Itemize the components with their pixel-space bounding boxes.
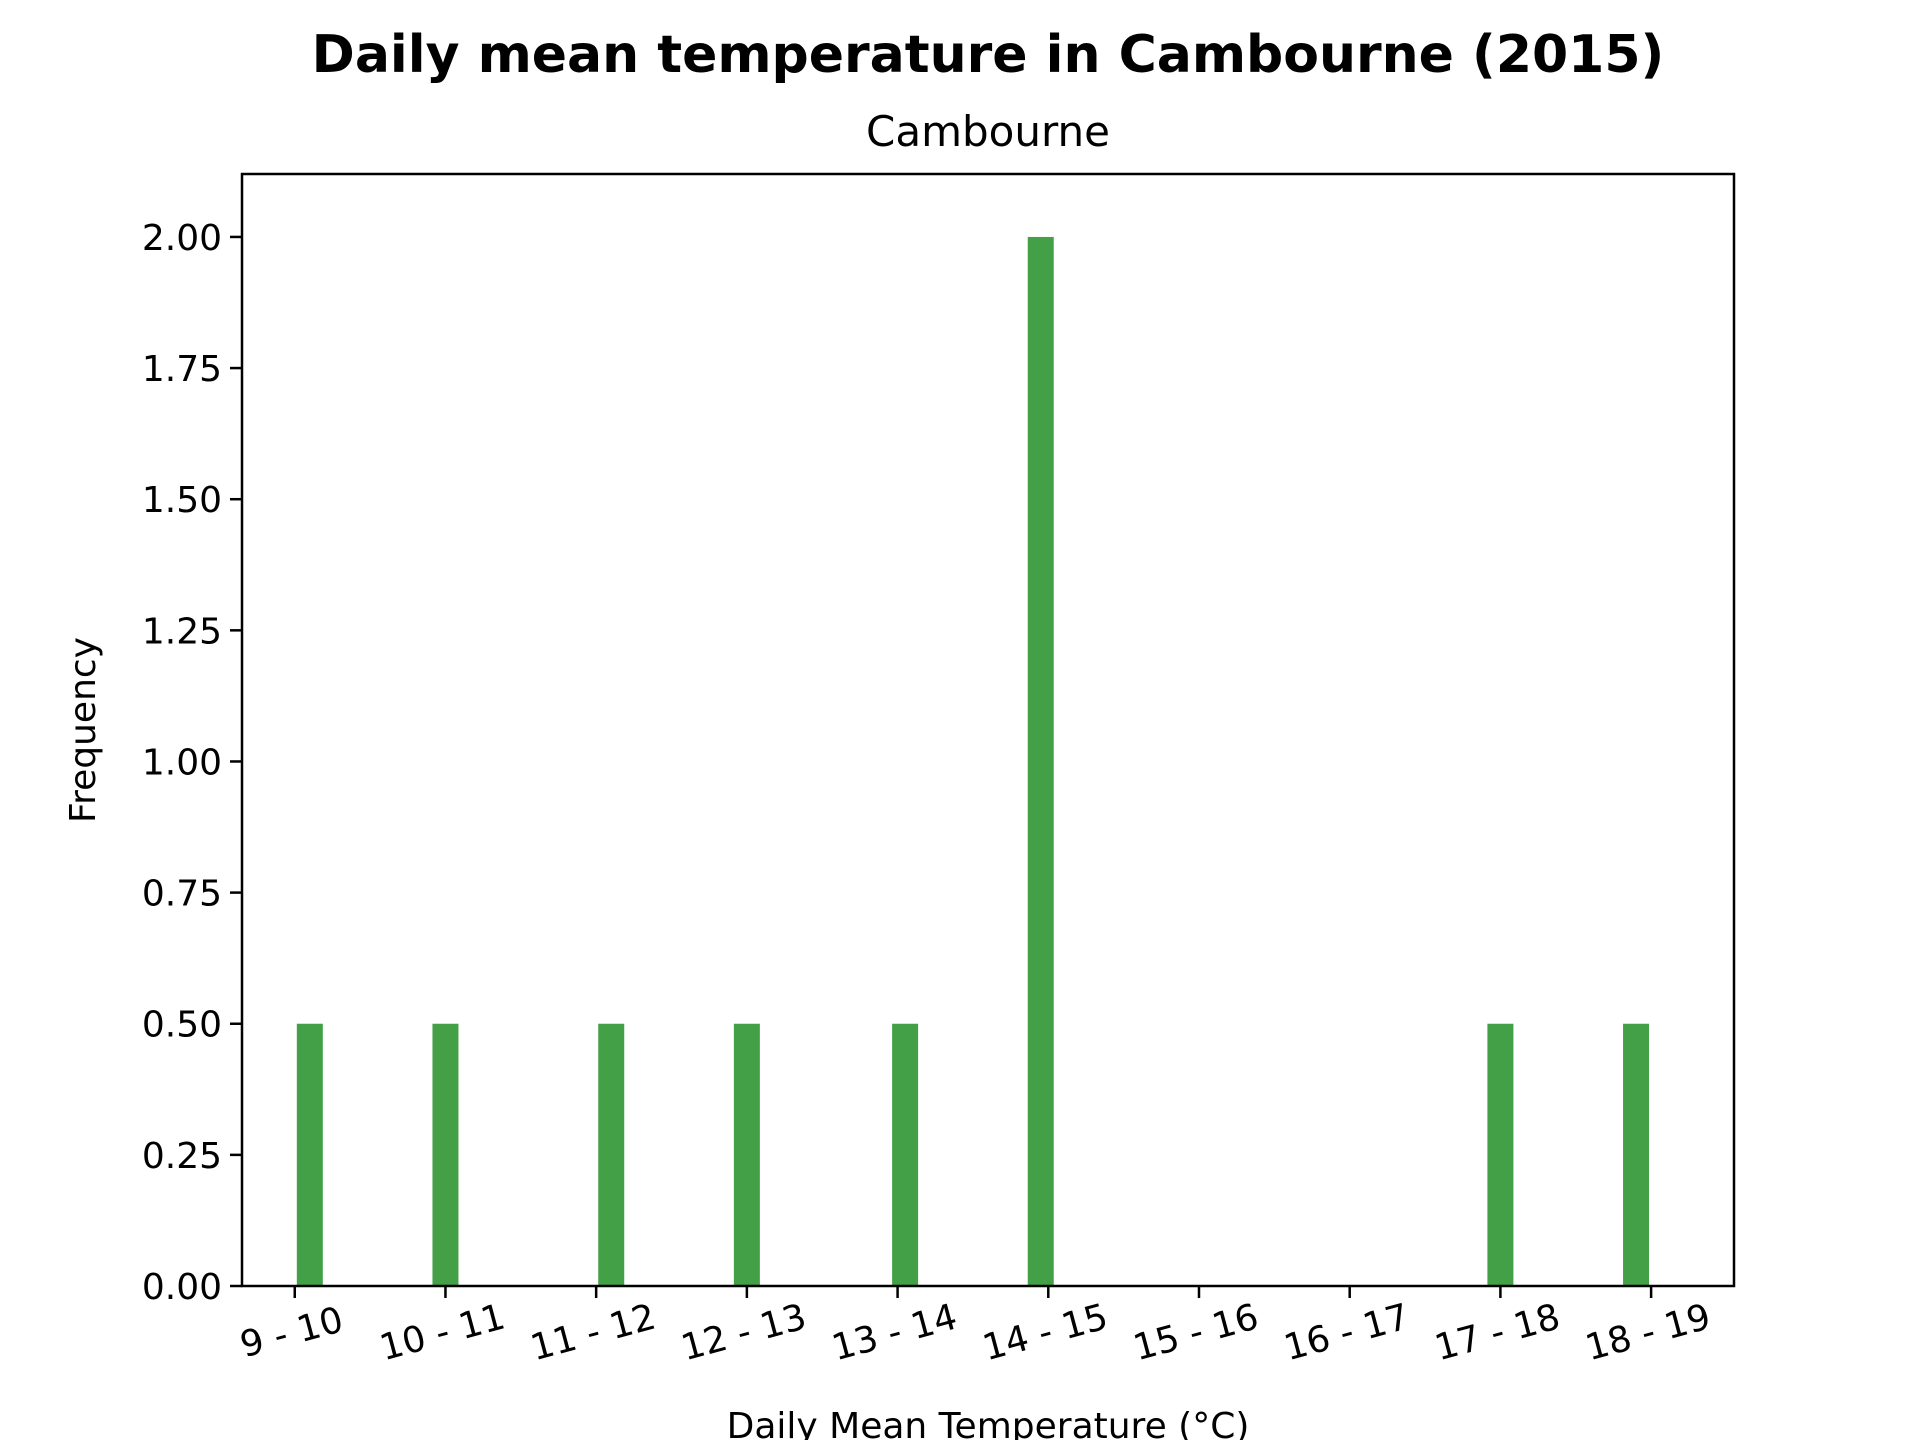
y-tick-label: 0.50 [142,1005,222,1046]
chart-title: Daily mean temperature in Cambourne (201… [312,25,1665,85]
y-tick-label: 1.75 [142,349,222,390]
y-tick-label: 1.25 [142,611,222,652]
x-tick-label: 17 - 18 [1431,1297,1565,1370]
bar-0 [296,1023,323,1286]
x-tick-label: 13 - 14 [828,1297,962,1370]
bar-2 [598,1023,625,1286]
x-tick-label: 16 - 17 [1280,1297,1414,1370]
bar-6 [1487,1023,1514,1286]
bar-4 [892,1023,919,1286]
x-tick-label: 11 - 12 [526,1297,660,1370]
y-axis-label: Frequency [63,637,104,823]
x-tick-label: 10 - 11 [376,1297,510,1370]
bar-3 [733,1023,760,1286]
bar-1 [432,1023,459,1286]
y-tick-label: 1.00 [142,742,222,783]
x-tick-label: 18 - 19 [1581,1297,1715,1370]
y-tick-label: 0.00 [142,1267,222,1308]
x-tick-label: 9 - 10 [236,1300,348,1367]
chart-subtitle: Cambourne [866,107,1110,156]
y-tick-label: 2.00 [142,218,222,259]
y-tick-label: 0.25 [142,1136,222,1177]
y-axis-ticks: 0.00 0.25 0.50 0.75 1.00 1.25 1.50 1.75 2.00 [142,218,242,1308]
x-axis-ticks: 9 - 10 10 - 11 11 - 12 12 - 13 13 - 14 14 - 1… [236,1286,1715,1369]
x-axis-label: Daily Mean Temperature (°C) [727,1406,1250,1440]
x-tick-label: 15 - 16 [1129,1297,1263,1370]
y-tick-label: 1.50 [142,480,222,521]
y-tick-label: 0.75 [142,874,222,915]
plot-frame [240,172,1736,1288]
x-tick-label: 14 - 15 [978,1297,1112,1370]
x-tick-label: 12 - 13 [677,1297,811,1370]
bars-layer [296,236,1650,1287]
bar-5 [1027,236,1054,1287]
bar-7 [1623,1023,1650,1286]
